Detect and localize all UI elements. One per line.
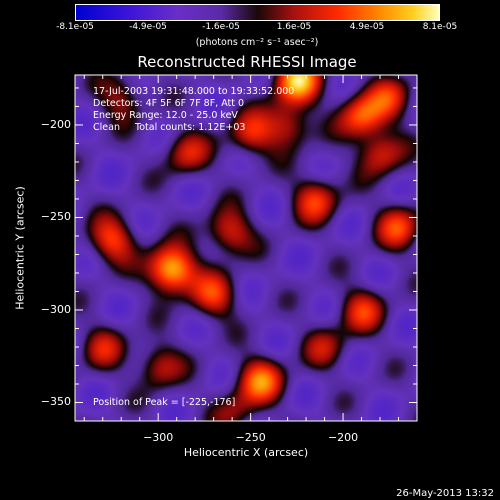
colorbar-tick: 1.6e-05: [276, 22, 312, 32]
x-axis-label: Heliocentric X (arcsec): [183, 446, 309, 459]
colorbar: [75, 4, 440, 21]
heatmap-image: [75, 75, 417, 421]
colorbar-tick: 4.9e-05: [349, 22, 385, 32]
annotation-time-range: 17-Jul-2003 19:31:48.000 to 19:33:52.000: [93, 86, 295, 97]
x-tick-label: −200: [327, 431, 359, 444]
annotation-detectors: Detectors: 4F 5F 6F 7F 8F, Att 0: [93, 98, 245, 109]
annotation-clean-counts: Clean Total counts: 1.12E+03: [93, 122, 246, 133]
colorbar-tick: -8.1e-05: [56, 22, 94, 32]
colorbar-tick: 8.1e-05: [422, 22, 458, 32]
annotation-peak-position: Position of Peak = [-225,-176]: [93, 397, 236, 408]
annotation-energy-range: Energy Range: 12.0 - 25.0 keV: [93, 110, 238, 121]
x-tick-label: −300: [143, 431, 174, 444]
timestamp: 26-May-2013 13:32: [396, 488, 494, 499]
y-tick-label: −350: [40, 395, 71, 409]
x-tick-label: −250: [235, 431, 266, 444]
y-axis-label: Heliocentric Y (arcsec): [13, 186, 27, 310]
y-tick-label: −300: [40, 302, 71, 316]
y-tick-label: −200: [40, 117, 71, 131]
chart-title: Reconstructed RHESSI Image: [137, 53, 357, 71]
colorbar-unit: (photons cm⁻² s⁻¹ asec⁻²): [195, 37, 319, 48]
y-tick-label: −250: [40, 210, 71, 224]
colorbar-tick: -4.9e-05: [129, 22, 167, 32]
colorbar-tick: -1.6e-05: [202, 22, 240, 32]
plot-frame: [74, 74, 418, 422]
